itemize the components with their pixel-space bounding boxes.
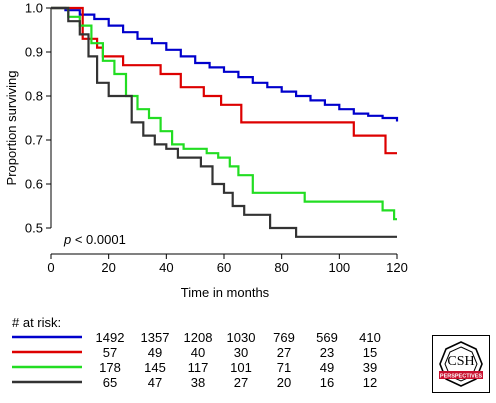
risk-count: 23 — [320, 345, 334, 360]
risk-count: 12 — [363, 375, 377, 390]
risk-count: 16 — [320, 375, 334, 390]
survival-curve-4 — [51, 6, 397, 238]
p-value-annotation: p < 0.0001 — [63, 232, 126, 247]
y-tick-label: 0.8 — [25, 89, 43, 104]
risk-table-rows: 1492 1357 1208 1030 769 569 410 57 49 40 30 27 23 15 1… — [12, 330, 381, 390]
logo-banner — [439, 371, 483, 379]
risk-count: 27 — [234, 375, 248, 390]
risk-count: 145 — [144, 360, 166, 375]
risk-count: 65 — [103, 375, 117, 390]
y-axis-label: Proportion surviving — [4, 71, 19, 186]
risk-count: 49 — [320, 360, 334, 375]
risk-count: 117 — [188, 360, 209, 375]
risk-count: 71 — [277, 360, 291, 375]
risk-count: 769 — [273, 330, 295, 345]
risk-count: 38 — [191, 375, 205, 390]
km-chart: 0.5 0.6 0.7 0.8 0.9 1.0 0 20 40 60 80 100 120 Propor… — [4, 1, 408, 301]
logo-emblem-icon — [439, 341, 483, 387]
survival-curve-2 — [51, 6, 397, 155]
risk-count: 39 — [363, 360, 377, 375]
x-tick-label: 40 — [159, 260, 173, 275]
risk-count: 20 — [277, 375, 291, 390]
y-tick-label: 0.6 — [25, 177, 43, 192]
p-value-text: < 0.0001 — [71, 232, 126, 247]
risk-count: 101 — [230, 360, 252, 375]
survival-curve-3 — [51, 6, 397, 221]
y-tick-label: 1.0 — [25, 1, 43, 16]
survival-curves — [51, 6, 399, 238]
logo-perspectives-text: PERSPECTIVES — [440, 374, 483, 380]
risk-count: 1357 — [141, 330, 170, 345]
x-axis-label: Time in months — [181, 285, 270, 300]
x-tick-label: 20 — [101, 260, 115, 275]
x-tick-label: 80 — [274, 260, 288, 275]
risk-count: 57 — [103, 345, 117, 360]
x-tick-label: 0 — [47, 260, 54, 275]
risk-count: 49 — [148, 345, 162, 360]
risk-count: 27 — [277, 345, 291, 360]
x-tick-label: 100 — [328, 260, 350, 275]
axes: 0.5 0.6 0.7 0.8 0.9 1.0 0 20 40 60 80 100 120 — [25, 1, 408, 276]
x-tick-label: 60 — [217, 260, 231, 275]
logo-csh-text: CSH — [447, 354, 474, 369]
risk-count: 569 — [316, 330, 338, 345]
risk-count: 410 — [359, 330, 381, 345]
risk-count: 1492 — [96, 330, 125, 345]
risk-count: 47 — [148, 375, 162, 390]
survival-curve-1 — [51, 6, 399, 122]
x-tick-label: 120 — [386, 260, 408, 275]
risk-count: 15 — [363, 345, 377, 360]
y-tick-label: 0.5 — [25, 221, 43, 236]
y-tick-label: 0.9 — [25, 45, 43, 60]
y-tick-label: 0.7 — [25, 133, 43, 148]
risk-count: 178 — [99, 360, 121, 375]
risk-count: 1030 — [227, 330, 256, 345]
p-symbol: p — [63, 232, 71, 247]
csh-perspectives-logo: CSH PERSPECTIVES — [432, 335, 490, 393]
risk-count: 30 — [234, 345, 248, 360]
risk-table-header: # at risk: — [12, 315, 61, 330]
risk-count: 40 — [191, 345, 205, 360]
risk-count: 1208 — [184, 330, 213, 345]
